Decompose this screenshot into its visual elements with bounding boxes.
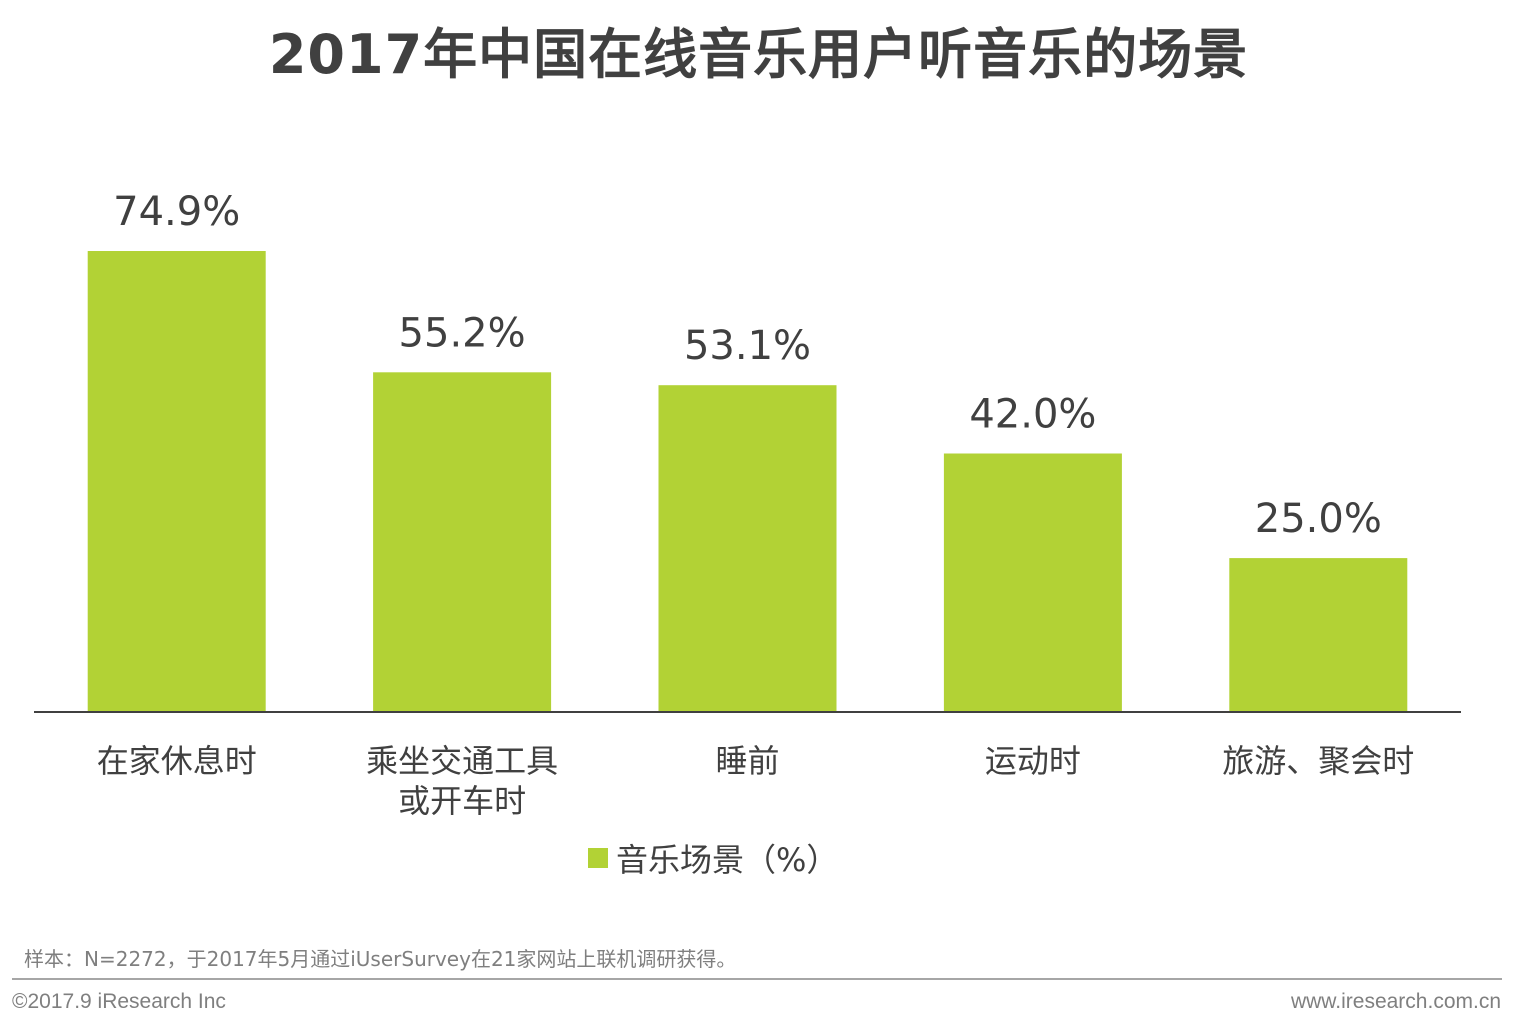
bar-2 (373, 372, 552, 712)
category-label-5: 旅游、聚会时 (1222, 742, 1414, 780)
data-label-2: 55.2% (399, 310, 526, 356)
category-label-2-line-1: 乘坐交通工具 (366, 742, 558, 780)
data-label-1: 74.9% (113, 189, 240, 235)
bar-4 (943, 453, 1122, 712)
footer-divider (12, 978, 1502, 980)
copyright-text: ©2017.9 iResearch Inc (12, 990, 226, 1013)
category-label-4: 运动时 (985, 742, 1081, 780)
category-label-3: 睡前 (715, 742, 779, 780)
source-note: 样本：N=2272，于2017年5月通过iUserSurvey在21家网站上联机… (24, 947, 737, 971)
legend-label: 音乐场景（%） (616, 841, 839, 879)
data-label-3: 53.1% (684, 323, 811, 369)
category-label-2-line-2: 或开车时 (398, 782, 526, 820)
bar-5 (1229, 558, 1408, 712)
bar-3 (658, 385, 837, 712)
data-label-4: 42.0% (969, 392, 1096, 438)
legend-swatch (588, 848, 608, 868)
chart-legend: 音乐场景（%） (588, 838, 839, 879)
website-link[interactable]: www.iresearch.com.cn (1290, 990, 1501, 1013)
bar-1 (87, 251, 266, 712)
category-label-1: 在家休息时 (97, 742, 257, 780)
chart-title: 2017年中国在线音乐用户听音乐的场景 (268, 23, 1249, 86)
data-label-5: 25.0% (1255, 496, 1382, 542)
